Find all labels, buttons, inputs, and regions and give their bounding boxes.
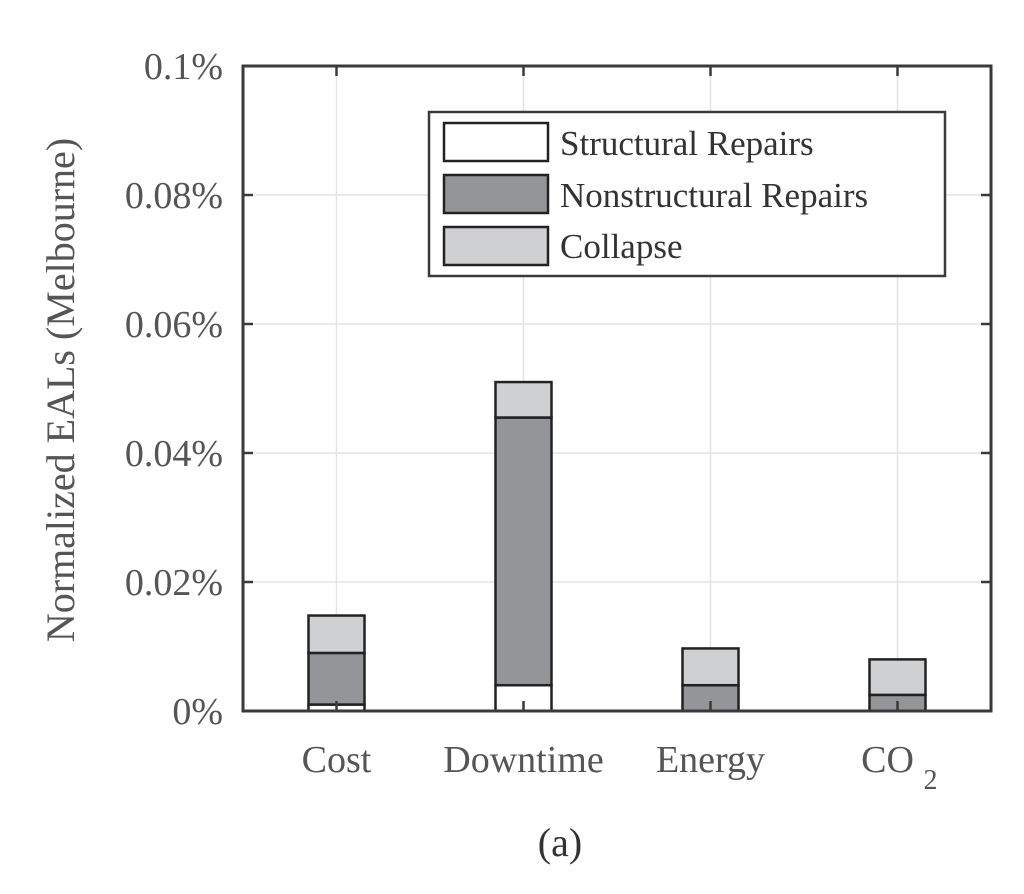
bar-cost-nonstructural-repairs [307, 651, 366, 706]
y-axis-title: Normalized EALs (Melbourne) [38, 138, 83, 642]
bar-downtime-nonstructural-repairs [494, 416, 553, 687]
y-tick-label: 0.04% [125, 433, 223, 475]
legend-swatch-structural-repairs [442, 121, 550, 163]
x-tick-label-cost: Cost [302, 739, 372, 781]
x-tick-label-co2: CO 2 [861, 739, 937, 796]
bar-co2-collapse [868, 658, 927, 697]
y-tick-label: 0.02% [125, 562, 223, 604]
legend-label-collapse: Collapse [560, 227, 682, 266]
legend-swatch-nonstructural-repairs [442, 173, 550, 215]
x-tick-label-text: Energy [656, 739, 765, 781]
bar-energy-collapse [681, 647, 740, 687]
y-tick-label: 0.06% [125, 304, 223, 346]
legend: Structural Repairs Nonstructural Repairs… [427, 110, 947, 278]
plot-frame [241, 64, 993, 713]
bar-stacks [307, 380, 927, 713]
x-tick-label-subscript: 2 [924, 765, 938, 796]
x-tick-label-energy: Energy [656, 739, 765, 781]
x-tick-label-text: Downtime [443, 739, 603, 781]
x-tick-labels: Cost Downtime Energy CO 2 [302, 739, 938, 796]
legend-label-structural-repairs: Structural Repairs [560, 124, 814, 163]
axis-ticks: 0% 0.02% 0.04% 0.06% 0.08% 0.1% [125, 46, 991, 733]
legend-swatch-collapse [442, 225, 550, 267]
y-tick-label: 0.1% [144, 46, 223, 88]
x-tick-label-downtime: Downtime [443, 739, 603, 781]
x-tick-label-text: Cost [302, 739, 372, 781]
legend-label-nonstructural-repairs: Nonstructural Repairs [560, 176, 868, 215]
figure-caption: (a) [538, 820, 582, 865]
x-tick-label-text: CO [861, 739, 914, 781]
bar-downtime-collapse [494, 380, 553, 419]
bar-cost-collapse [307, 614, 366, 655]
y-tick-label: 0.08% [125, 175, 223, 217]
y-tick-label: 0% [172, 691, 223, 733]
